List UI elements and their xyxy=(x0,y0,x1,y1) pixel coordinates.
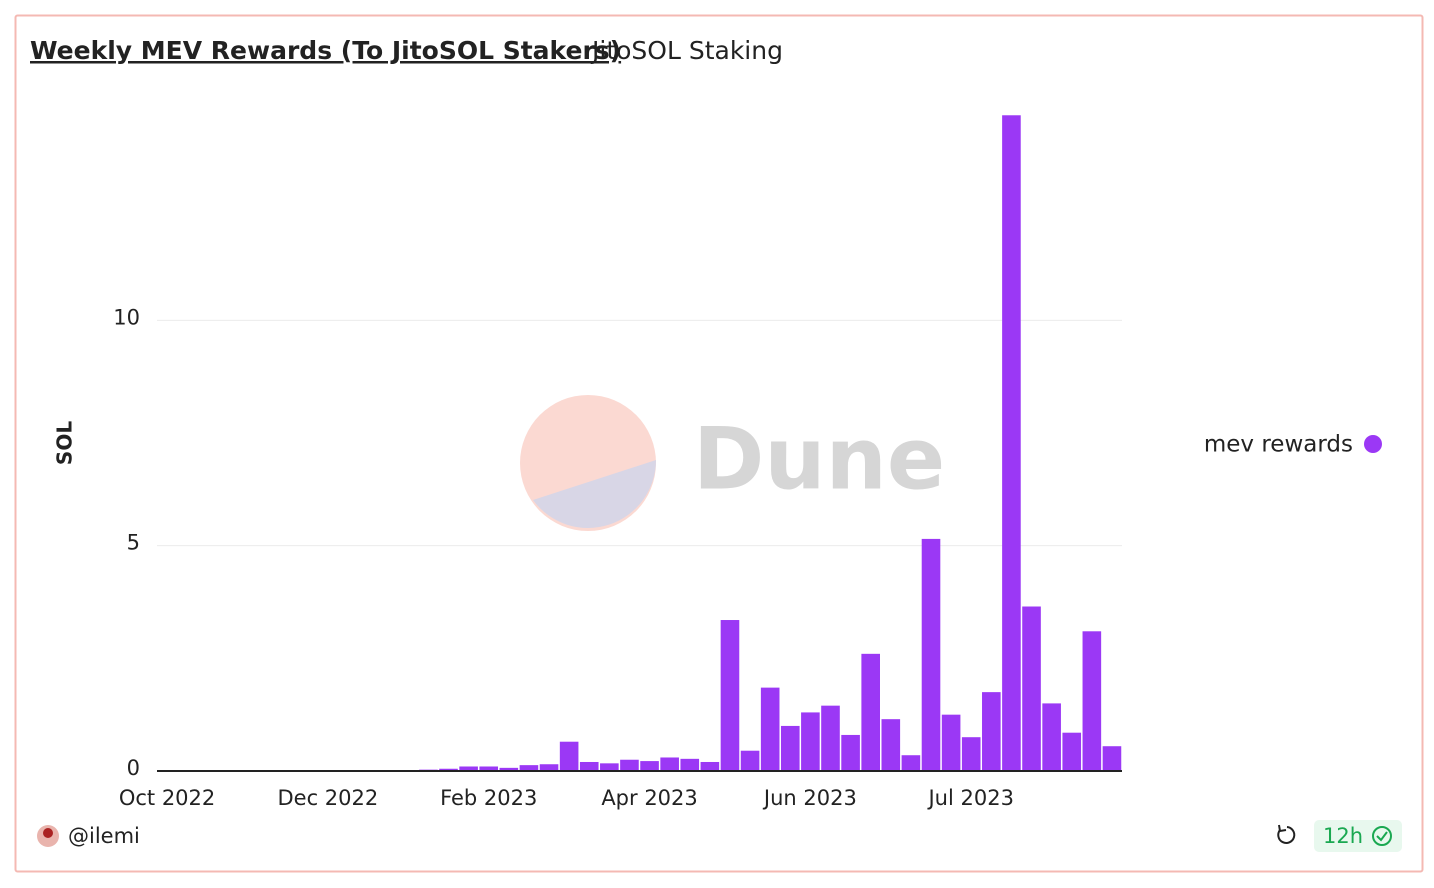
bar xyxy=(640,761,659,771)
y-axis-label: SOL xyxy=(53,421,77,465)
refresh-icon[interactable] xyxy=(1277,824,1296,844)
bar xyxy=(479,766,499,771)
x-tick-label: Oct 2022 xyxy=(119,786,215,810)
y-tick-label: 5 xyxy=(127,531,140,555)
y-tick-label: 10 xyxy=(113,305,140,329)
bar xyxy=(1042,703,1061,771)
x-tick-label: Feb 2023 xyxy=(440,786,537,810)
card xyxy=(14,14,1424,873)
bar xyxy=(821,705,840,771)
author[interactable]: @ilemi xyxy=(37,824,140,848)
bar xyxy=(660,757,679,771)
bar xyxy=(841,734,860,771)
bar xyxy=(600,763,619,771)
check-icon xyxy=(1372,826,1392,846)
bar xyxy=(740,750,760,771)
bar xyxy=(720,620,740,771)
bar xyxy=(1102,746,1122,771)
legend-marker xyxy=(1364,435,1382,453)
x-tick-label: Jul 2023 xyxy=(926,786,1013,810)
bar xyxy=(700,761,720,771)
bar xyxy=(901,755,921,771)
bar xyxy=(559,741,579,771)
bar xyxy=(961,737,981,771)
x-tick-label: Dec 2022 xyxy=(278,786,379,810)
bar xyxy=(519,765,539,771)
bar xyxy=(620,759,639,771)
watermark-text: Dune xyxy=(693,409,945,509)
bar xyxy=(539,764,559,771)
author-name[interactable]: @ilemi xyxy=(68,824,140,848)
x-tick-label: Jun 2023 xyxy=(762,786,857,810)
legend-label: mev rewards xyxy=(1204,432,1353,458)
bar xyxy=(861,653,880,771)
bar xyxy=(881,719,901,771)
bar xyxy=(499,767,519,771)
refresh-time: 12h xyxy=(1323,824,1363,848)
bar xyxy=(579,761,599,771)
chart-title[interactable]: Weekly MEV Rewards (To JitoSOL Stakers) xyxy=(30,36,621,65)
x-tick-label: Apr 2023 xyxy=(601,786,697,810)
chart-subtitle: JitoSOL Staking xyxy=(590,36,783,65)
legend: mev rewards xyxy=(1204,432,1382,458)
bar xyxy=(1022,606,1041,771)
bar xyxy=(1082,631,1102,771)
bar xyxy=(1002,115,1021,771)
bar xyxy=(801,712,820,771)
bar xyxy=(459,766,478,771)
bar xyxy=(680,758,700,771)
bar xyxy=(982,692,1001,771)
bar xyxy=(921,538,941,771)
y-tick-label: 0 xyxy=(127,756,140,780)
bar xyxy=(780,725,800,771)
bar xyxy=(1062,732,1082,771)
bar xyxy=(439,768,458,771)
bar xyxy=(760,687,780,771)
bar xyxy=(941,714,961,771)
watermark: Dune xyxy=(520,395,945,531)
